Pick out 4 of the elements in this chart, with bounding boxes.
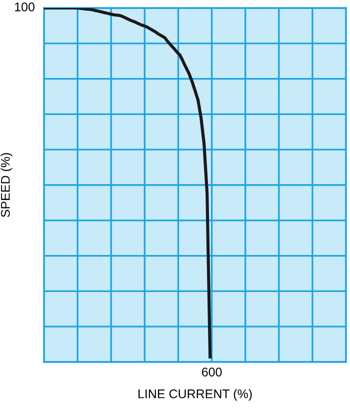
text: 600 bbox=[202, 368, 222, 376]
y-axis-title: SPEED (%) bbox=[0, 153, 12, 218]
x-axis-title: LINE CURRENT (%) bbox=[138, 389, 252, 401]
text: 100 bbox=[15, 2, 34, 12]
